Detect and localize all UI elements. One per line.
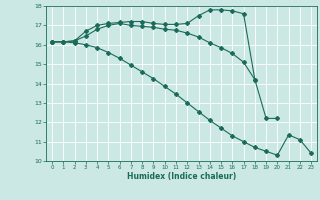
X-axis label: Humidex (Indice chaleur): Humidex (Indice chaleur)	[127, 172, 236, 181]
